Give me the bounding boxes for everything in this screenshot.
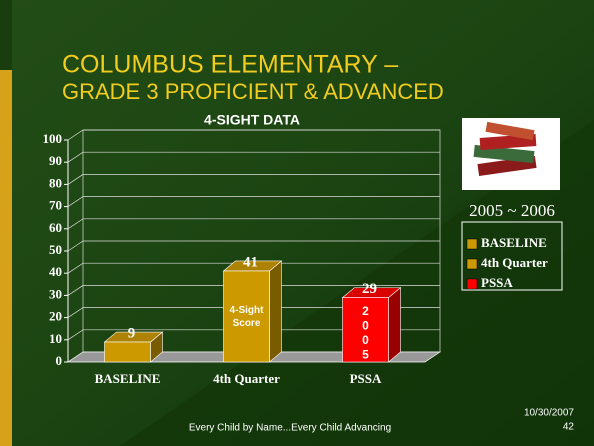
legend-label: 4th Quarter bbox=[481, 255, 548, 270]
x-tick-label: PSSA bbox=[350, 371, 382, 386]
value-label: 29 bbox=[362, 281, 377, 297]
x-tick-label: BASELINE bbox=[95, 371, 161, 386]
y-tick-label: 70 bbox=[49, 198, 62, 213]
annotation: 2 bbox=[362, 304, 369, 318]
value-label: 9 bbox=[128, 325, 136, 341]
annotation: 0 bbox=[362, 333, 369, 347]
chart-title: 4-SIGHT DATA bbox=[204, 112, 300, 128]
y-tick-label: 80 bbox=[49, 175, 62, 190]
title-line: GRADE 3 PROFICIENT & ADVANCED bbox=[62, 79, 444, 104]
footer-tagline: Every Child by Name...Every Child Advanc… bbox=[189, 423, 391, 434]
slide: COLUMBUS ELEMENTARY – GRADE 3 PROFICIENT… bbox=[0, 0, 594, 446]
legend-title: 2005 ~ 2006 bbox=[469, 201, 555, 220]
legend-swatch bbox=[467, 279, 477, 289]
y-tick-label: 60 bbox=[49, 220, 62, 235]
footer-date: 10/30/2007 bbox=[524, 408, 574, 419]
annotation: 0 bbox=[362, 318, 369, 332]
bar bbox=[105, 342, 151, 362]
y-tick-label: 50 bbox=[49, 242, 62, 257]
y-tick-label: 100 bbox=[43, 131, 63, 146]
y-tick-label: 20 bbox=[49, 309, 62, 324]
annotation: 4-Sight bbox=[230, 305, 265, 316]
x-tick-label: 4th Quarter bbox=[213, 371, 280, 386]
books-icon bbox=[462, 118, 560, 190]
title-line: COLUMBUS ELEMENTARY – bbox=[62, 51, 398, 79]
y-tick-label: 30 bbox=[49, 286, 62, 301]
bar-side bbox=[270, 261, 282, 362]
left-strip-top bbox=[0, 0, 12, 70]
page-number: 42 bbox=[563, 422, 575, 433]
legend-swatch bbox=[467, 259, 477, 269]
bar-side bbox=[389, 288, 401, 362]
annotation: 5 bbox=[362, 347, 369, 361]
legend-label: BASELINE bbox=[481, 235, 547, 250]
value-label: 41 bbox=[243, 254, 258, 270]
y-tick-label: 40 bbox=[49, 264, 62, 279]
bar bbox=[224, 271, 270, 362]
legend-swatch bbox=[467, 239, 477, 249]
annotation: Score bbox=[233, 318, 261, 329]
y-tick-label: 90 bbox=[49, 153, 62, 168]
y-tick-label: 0 bbox=[56, 353, 63, 368]
y-tick-label: 10 bbox=[49, 331, 62, 346]
legend-label: PSSA bbox=[481, 275, 513, 290]
